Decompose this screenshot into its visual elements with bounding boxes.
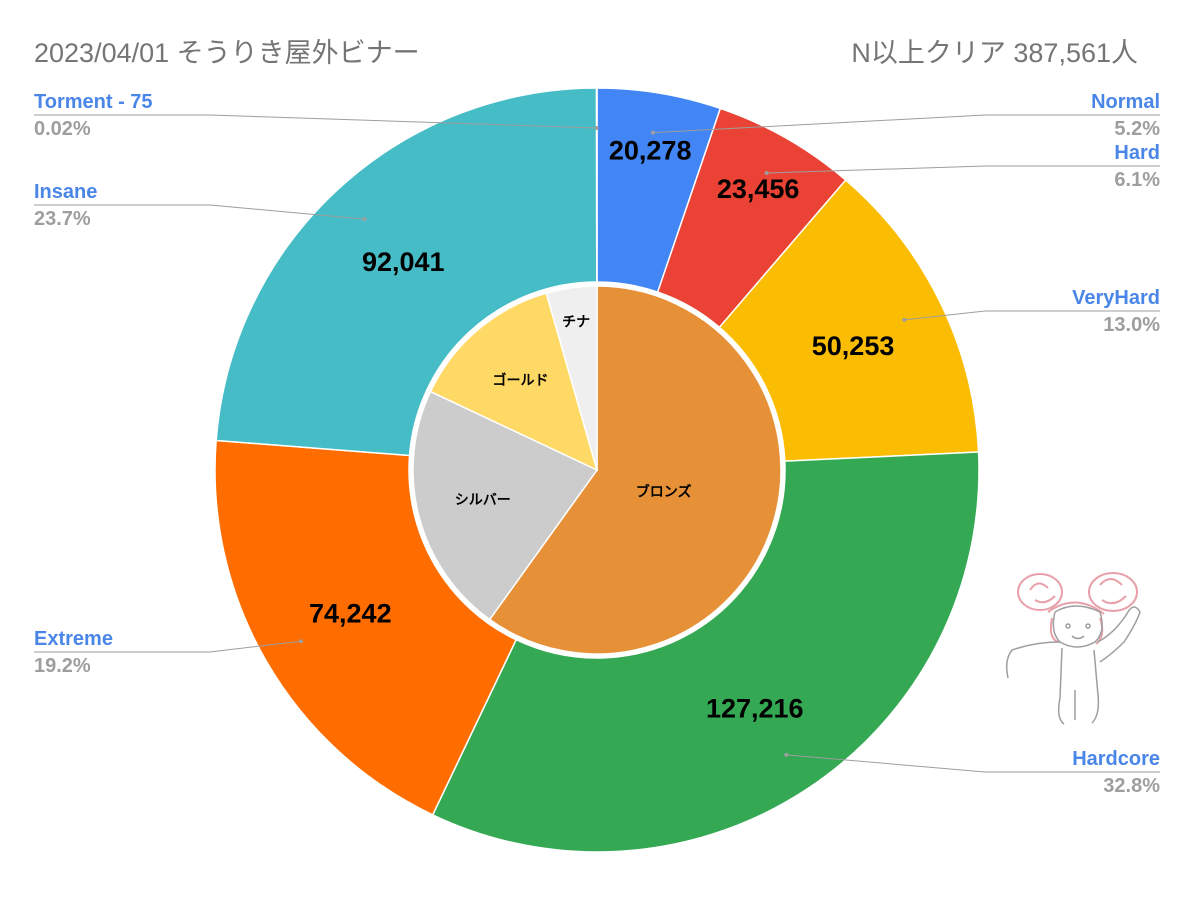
outer-value-label: 92,041 [362, 247, 445, 277]
chart-subtitle: N以上クリア 387,561人 [851, 38, 1138, 68]
mascot-sketch-icon [1007, 573, 1140, 724]
inner-label: シルバー [455, 492, 511, 508]
outer-value-label: 74,242 [309, 599, 392, 629]
leader-dot [651, 131, 655, 135]
leader-dot [902, 318, 906, 322]
legend-name: Normal [1091, 91, 1160, 113]
legend-name: VeryHard [1072, 287, 1160, 309]
outer-value-label: 127,216 [706, 693, 804, 723]
inner-label: ゴールド [493, 372, 549, 388]
leader-dot [299, 639, 303, 643]
chart-title: 2023/04/01 そうりき屋外ビナー [34, 38, 420, 68]
outer-value-label: 50,253 [812, 331, 895, 361]
outer-value-label: 20,278 [609, 135, 692, 165]
legend-percent: 13.0% [1103, 314, 1160, 336]
legend-name: Hardcore [1072, 748, 1160, 770]
legend-name: Extreme [34, 628, 113, 650]
legend-name: Insane [34, 181, 97, 203]
legend-percent: 5.2% [1114, 118, 1160, 140]
legend-percent: 19.2% [34, 655, 91, 677]
legend-percent: 0.02% [34, 118, 91, 140]
leader-dot [595, 126, 599, 130]
inner-label: チナ [562, 313, 590, 329]
leader-dot [784, 753, 788, 757]
leader-dot [765, 171, 769, 175]
legend-name: Hard [1114, 142, 1160, 164]
legend-name: Torment - 75 [34, 91, 153, 113]
inner-label: ブロンズ [636, 483, 692, 499]
legend-percent: 6.1% [1114, 169, 1160, 191]
leader-dot [363, 217, 367, 221]
legend-percent: 32.8% [1103, 775, 1160, 797]
legend-percent: 23.7% [34, 208, 91, 230]
outer-value-label: 23,456 [717, 174, 800, 204]
